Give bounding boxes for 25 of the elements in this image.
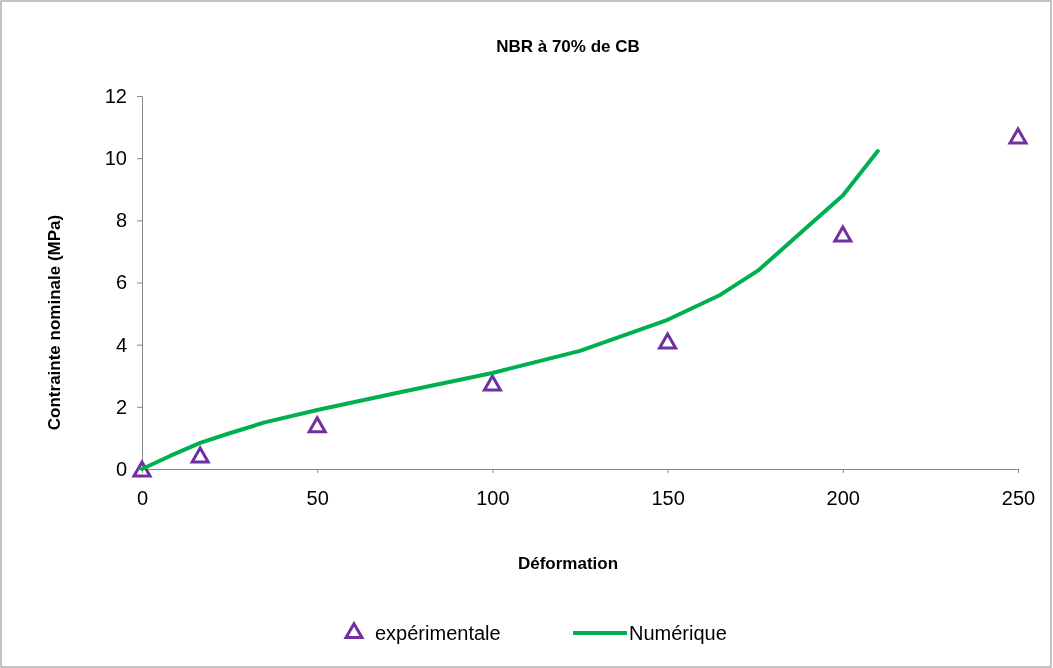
y-tick-label: 12	[104, 84, 127, 107]
point	[833, 225, 853, 243]
legend-label: expérimentale	[375, 622, 501, 644]
x-tick-label: 200	[826, 487, 860, 510]
y-tick-label: 0	[115, 457, 127, 480]
y-tick-label: 6	[115, 271, 127, 294]
chart-title: NBR à 70% de CB	[496, 37, 640, 56]
x-tick-label: 100	[476, 487, 510, 510]
x-tick-label: 50	[306, 487, 329, 510]
point	[307, 416, 327, 434]
y-tick-label: 2	[115, 395, 127, 418]
x-axis-title: Déformation	[517, 554, 619, 573]
legend-label: Numérique	[629, 622, 727, 644]
x-tick-label: 250	[1001, 487, 1036, 510]
point	[190, 446, 210, 464]
x-tick-label: 0	[136, 487, 149, 510]
y-tick-label: 8	[115, 209, 127, 232]
point	[132, 460, 152, 478]
x-tick-label: 150	[651, 487, 685, 510]
point	[658, 332, 678, 350]
y-axis-title: Contrainte nominale (MPa)	[45, 214, 64, 431]
point	[1008, 127, 1028, 145]
point	[482, 374, 502, 392]
y-tick-label: 4	[115, 333, 127, 356]
y-tick-label: 10	[104, 147, 127, 170]
